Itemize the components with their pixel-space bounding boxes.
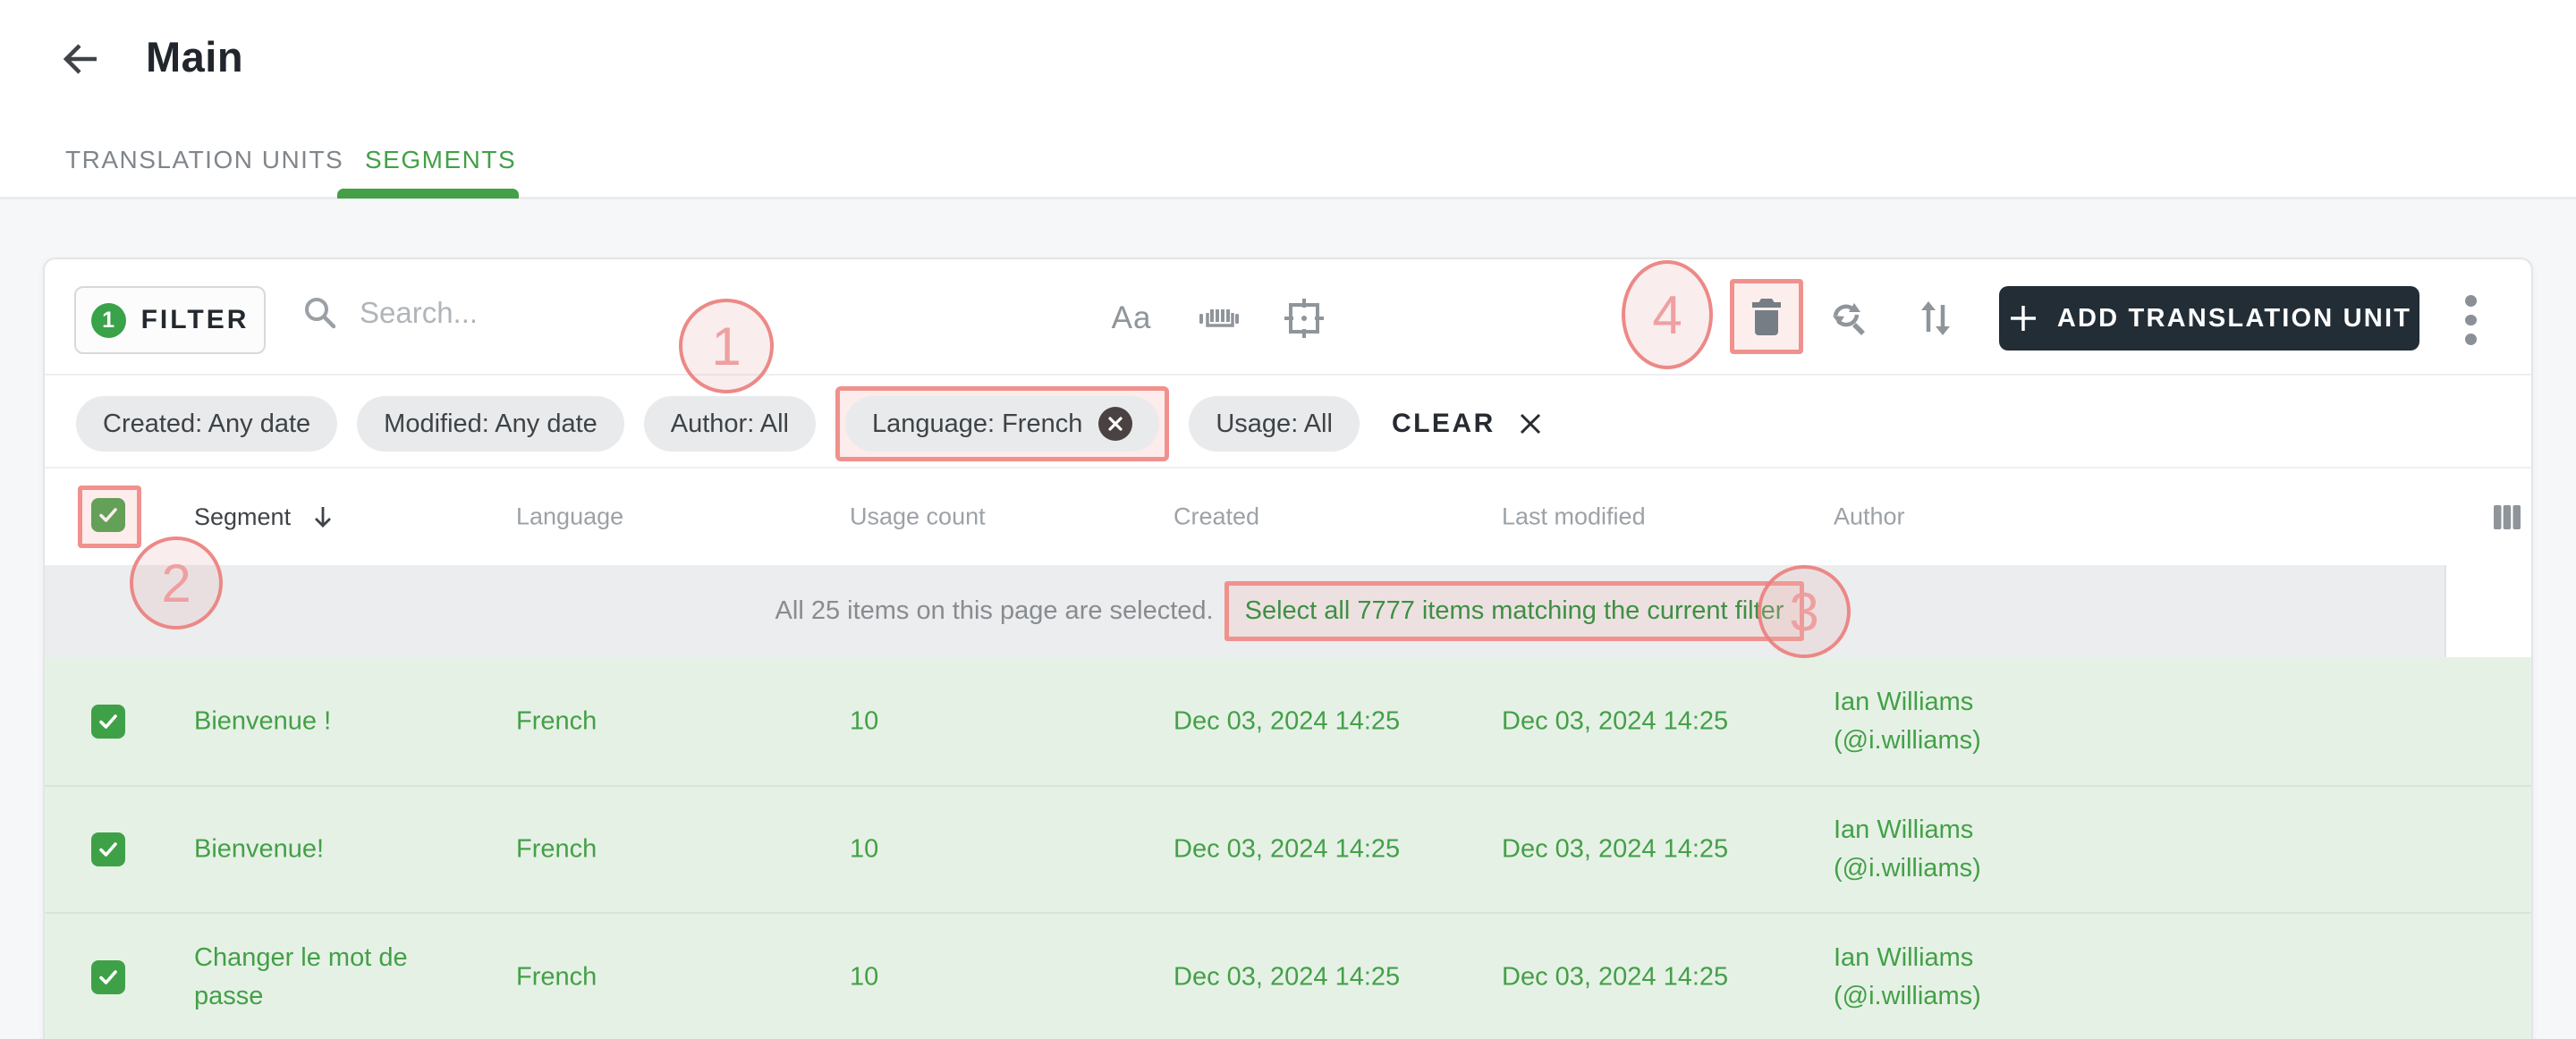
clear-x-icon [1517,410,1544,437]
annotation-step-3: 3 [1758,565,1851,658]
clear-label: CLEAR [1391,409,1496,438]
row-checkbox[interactable] [91,960,125,994]
row-checkbox[interactable] [91,832,125,866]
find-replace-icon[interactable] [1823,293,1873,343]
chip-created[interactable]: Created: Any date [76,396,338,452]
table-header: Segment Language Usage count Created Las… [45,469,2531,565]
cell-segment: Bienvenue! [194,834,325,864]
cell-usage-count: 10 [850,834,879,864]
filter-button-label: FILTER [140,305,250,334]
column-header-created[interactable]: Created [1174,503,1260,530]
cell-usage-count: 10 [850,962,879,992]
column-header-last-modified[interactable]: Last modified [1502,503,1646,530]
select-all-matching-link[interactable]: Select all 7777 items matching the curre… [1244,596,1784,625]
select-all-checkbox[interactable] [91,498,125,532]
annotation-box-language-chip: Language: French [835,386,1170,461]
table-row[interactable]: Changer le mot de passe French 10 Dec 03… [45,914,2531,1039]
active-tab-indicator [337,189,519,199]
chip-modified[interactable]: Modified: Any date [357,396,624,452]
match-case-icon[interactable]: Aa [1111,300,1152,335]
tab-translation-units[interactable]: TRANSLATION UNITS [65,146,344,173]
cell-created: Dec 03, 2024 14:25 [1174,962,1401,992]
plus-icon [2007,302,2039,334]
back-button[interactable] [57,36,104,82]
add-translation-unit-button[interactable]: ADD TRANSLATION UNIT [1999,286,2419,351]
cell-author: Ian Williams (@i.williams) [1834,687,1981,755]
remove-language-filter-icon[interactable] [1098,407,1133,441]
cell-segment: Bienvenue ! [194,706,332,735]
row-checkbox[interactable] [91,704,125,739]
cell-last-modified: Dec 03, 2024 14:25 [1502,962,1729,992]
cell-author: Ian Williams (@i.williams) [1834,815,1981,883]
chip-author[interactable]: Author: All [643,396,816,452]
chip-language[interactable]: Language: French [844,396,1160,452]
filter-button[interactable]: 1 FILTER [74,286,266,354]
cell-language: French [516,962,597,992]
annotation-step-2: 2 [130,536,223,629]
whitespace-icon[interactable] [1194,293,1244,343]
column-settings-icon[interactable] [2484,494,2530,540]
column-header-usage-count[interactable]: Usage count [850,503,986,530]
cell-last-modified: Dec 03, 2024 14:25 [1502,834,1729,864]
toolbar-divider [45,374,2531,376]
cell-last-modified: Dec 03, 2024 14:25 [1502,706,1729,735]
banner-pinned-cell [2445,565,2531,657]
cell-language: French [516,706,597,735]
delete-icon[interactable] [1748,296,1785,337]
tabs-divider [0,197,2576,199]
annotation-box-select-all-link: Select all 7777 items matching the curre… [1224,581,1805,641]
kebab-menu-icon[interactable] [2457,295,2484,346]
row-divider [45,912,2531,914]
row-divider [45,785,2531,787]
annotation-step-1: 1 [679,299,774,393]
cell-language: French [516,834,597,864]
chip-usage[interactable]: Usage: All [1189,396,1360,452]
sort-descending-icon [309,503,337,531]
page-title: Main [146,33,244,80]
selection-banner: All 25 items on this page are selected. … [45,565,2531,657]
search-input[interactable] [360,296,744,330]
clear-filters-button[interactable]: CLEAR [1392,409,1544,439]
selection-frame-icon[interactable] [1279,293,1329,343]
table-row[interactable]: Bienvenue! French 10 Dec 03, 2024 14:25 … [45,787,2531,912]
chips-divider [45,467,2531,469]
cell-usage-count: 10 [850,706,879,735]
segments-card: 1 FILTER Aa [43,258,2533,1039]
tab-segments[interactable]: SEGMENTS [365,146,517,173]
annotation-step-4: 4 [1622,260,1713,369]
table-row[interactable]: Bienvenue ! French 10 Dec 03, 2024 14:25… [45,657,2531,785]
annotation-box-delete [1730,279,1803,354]
filter-chips-row: Created: Any date Modified: Any date Aut… [76,386,1544,461]
cell-segment: Changer le mot de passe [194,943,408,1010]
sort-import-export-icon[interactable] [1911,293,1961,343]
cell-created: Dec 03, 2024 14:25 [1174,834,1401,864]
column-header-author[interactable]: Author [1834,503,1905,530]
search-icon [301,293,340,333]
annotation-box-select-all [78,486,141,548]
column-header-segment[interactable]: Segment [194,503,337,531]
cell-author: Ian Williams (@i.williams) [1834,943,1981,1010]
selection-banner-text: All 25 items on this page are selected. [775,596,1214,625]
cell-created: Dec 03, 2024 14:25 [1174,706,1401,735]
filter-count-badge: 1 [90,302,126,338]
add-translation-unit-label: ADD TRANSLATION UNIT [2056,303,2412,333]
column-header-language[interactable]: Language [516,503,624,530]
